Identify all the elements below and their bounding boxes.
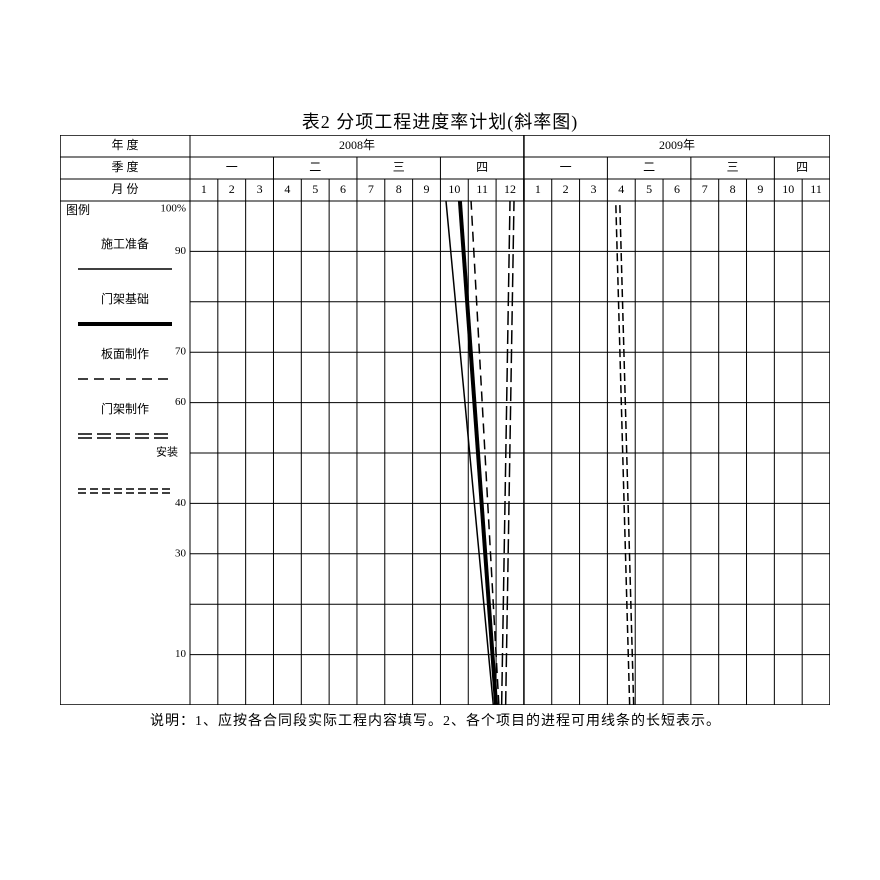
svg-text:1: 1	[535, 182, 541, 196]
svg-text:2009年: 2009年	[659, 138, 695, 152]
svg-text:6: 6	[674, 182, 680, 196]
svg-text:安装: 安装	[156, 445, 178, 459]
svg-text:四: 四	[796, 160, 808, 174]
svg-text:2: 2	[563, 182, 569, 196]
svg-text:10: 10	[782, 182, 794, 196]
svg-text:90: 90	[175, 245, 187, 257]
svg-text:40: 40	[175, 497, 187, 509]
svg-text:7: 7	[702, 182, 708, 196]
svg-text:月 份: 月 份	[111, 182, 138, 196]
svg-text:1: 1	[201, 182, 207, 196]
svg-text:三: 三	[727, 160, 739, 174]
svg-text:8: 8	[396, 182, 402, 196]
svg-text:11: 11	[476, 182, 488, 196]
svg-text:60: 60	[175, 396, 187, 408]
svg-text:二: 二	[643, 160, 655, 174]
svg-text:板面制作: 板面制作	[101, 347, 149, 361]
svg-text:10: 10	[175, 648, 187, 660]
svg-text:5: 5	[312, 182, 318, 196]
svg-text:年 度: 年 度	[111, 137, 138, 152]
svg-text:3: 3	[257, 182, 263, 196]
svg-text:三: 三	[393, 160, 405, 174]
svg-text:12: 12	[504, 182, 516, 196]
svg-text:图例: 图例	[66, 203, 90, 217]
svg-text:9: 9	[424, 182, 430, 196]
svg-text:二: 二	[309, 160, 321, 174]
svg-text:4: 4	[618, 182, 624, 196]
svg-text:一: 一	[226, 160, 238, 174]
svg-text:门架基础: 门架基础	[101, 291, 149, 306]
svg-text:2008年: 2008年	[339, 138, 375, 152]
svg-text:季 度: 季 度	[111, 159, 138, 174]
svg-text:30: 30	[175, 547, 187, 559]
svg-text:100%: 100%	[160, 203, 186, 215]
chart-note: 说明：1、应按各合同段实际工程内容填写。2、各个项目的进程可用线条的长短表示。	[150, 710, 721, 730]
svg-text:四: 四	[476, 160, 488, 174]
svg-text:11: 11	[810, 182, 822, 196]
svg-text:4: 4	[284, 182, 290, 196]
svg-text:3: 3	[590, 182, 596, 196]
svg-text:8: 8	[730, 182, 736, 196]
svg-text:10: 10	[448, 182, 460, 196]
svg-text:6: 6	[340, 182, 346, 196]
chart-title: 表2 分项工程进度率计划(斜率图)	[0, 108, 880, 134]
svg-text:门架制作: 门架制作	[101, 401, 149, 416]
svg-text:5: 5	[646, 182, 652, 196]
svg-text:70: 70	[175, 346, 187, 358]
svg-text:一: 一	[560, 160, 572, 174]
svg-text:2: 2	[229, 182, 235, 196]
svg-text:9: 9	[757, 182, 763, 196]
svg-text:7: 7	[368, 182, 374, 196]
svg-text:施工准备: 施工准备	[101, 237, 149, 251]
slope-chart: 年 度2008年2009年季 度一二三四一二三四月 份1234567891011…	[60, 135, 830, 705]
